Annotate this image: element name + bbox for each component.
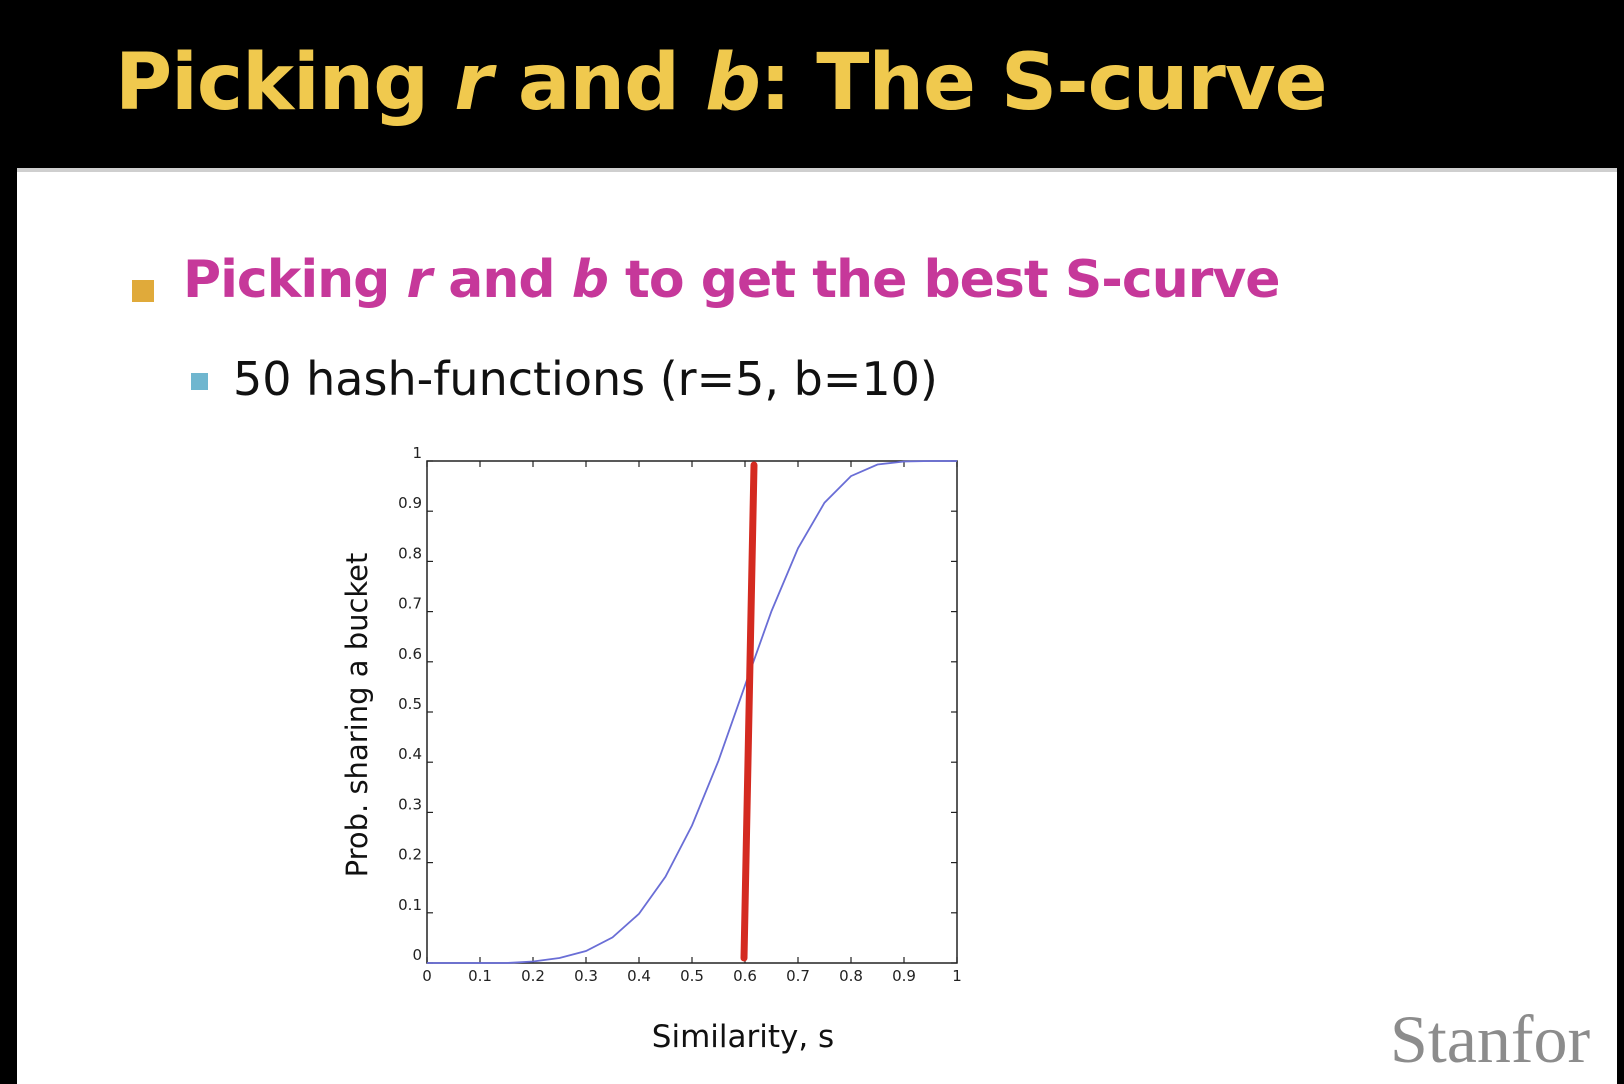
x-tick-label: 0.9: [892, 967, 916, 985]
y-tick-label: 0.8: [398, 544, 422, 562]
y-tick-label: 0.5: [398, 695, 422, 713]
y-tick-label: 0.7: [398, 595, 422, 613]
bullet-marker-small-square-icon: [191, 373, 208, 390]
y-axis-label: Prob. sharing a bucket: [340, 552, 374, 878]
x-tick-label: 1: [952, 967, 962, 985]
x-tick-label: 0.8: [839, 967, 863, 985]
x-tick-label: 0: [422, 967, 432, 985]
bullet-level1: Picking r and b to get the best S-curve: [183, 250, 1281, 310]
x-tick-label: 0.5: [680, 967, 704, 985]
threshold-line: [740, 461, 758, 962]
plot-frame: [426, 460, 958, 964]
x-axis-label: Similarity, s: [651, 1019, 835, 1055]
title-bar: Picking r and b: The S-curve: [0, 0, 1624, 168]
x-tick-label: 0.4: [627, 967, 651, 985]
y-tick-label: 0.9: [398, 494, 422, 512]
bullet-marker-square-icon: [132, 280, 154, 302]
x-tick-label: 0.7: [786, 967, 810, 985]
y-tick-label: 1: [412, 444, 422, 462]
bullet-level2: 50 hash-functions (r=5, b=10): [233, 352, 938, 406]
x-tick-label: 0.2: [521, 967, 545, 985]
y-tick-label: 0.4: [398, 745, 422, 763]
y-tick-label: 0.1: [398, 896, 422, 914]
y-tick-label: 0.2: [398, 846, 422, 864]
stanford-logo: Stanfor: [1390, 1001, 1591, 1077]
y-tick-label: 0: [412, 946, 422, 964]
x-tick-label: 0.1: [468, 967, 492, 985]
y-tick-label: 0.3: [398, 795, 422, 813]
x-tick-label: 0.6: [733, 967, 757, 985]
slide-title: Picking r and b: The S-curve: [115, 38, 1328, 128]
x-tick-label: 0.3: [574, 967, 598, 985]
s-curve-line: [427, 460, 957, 964]
y-tick-label: 0.6: [398, 645, 422, 663]
